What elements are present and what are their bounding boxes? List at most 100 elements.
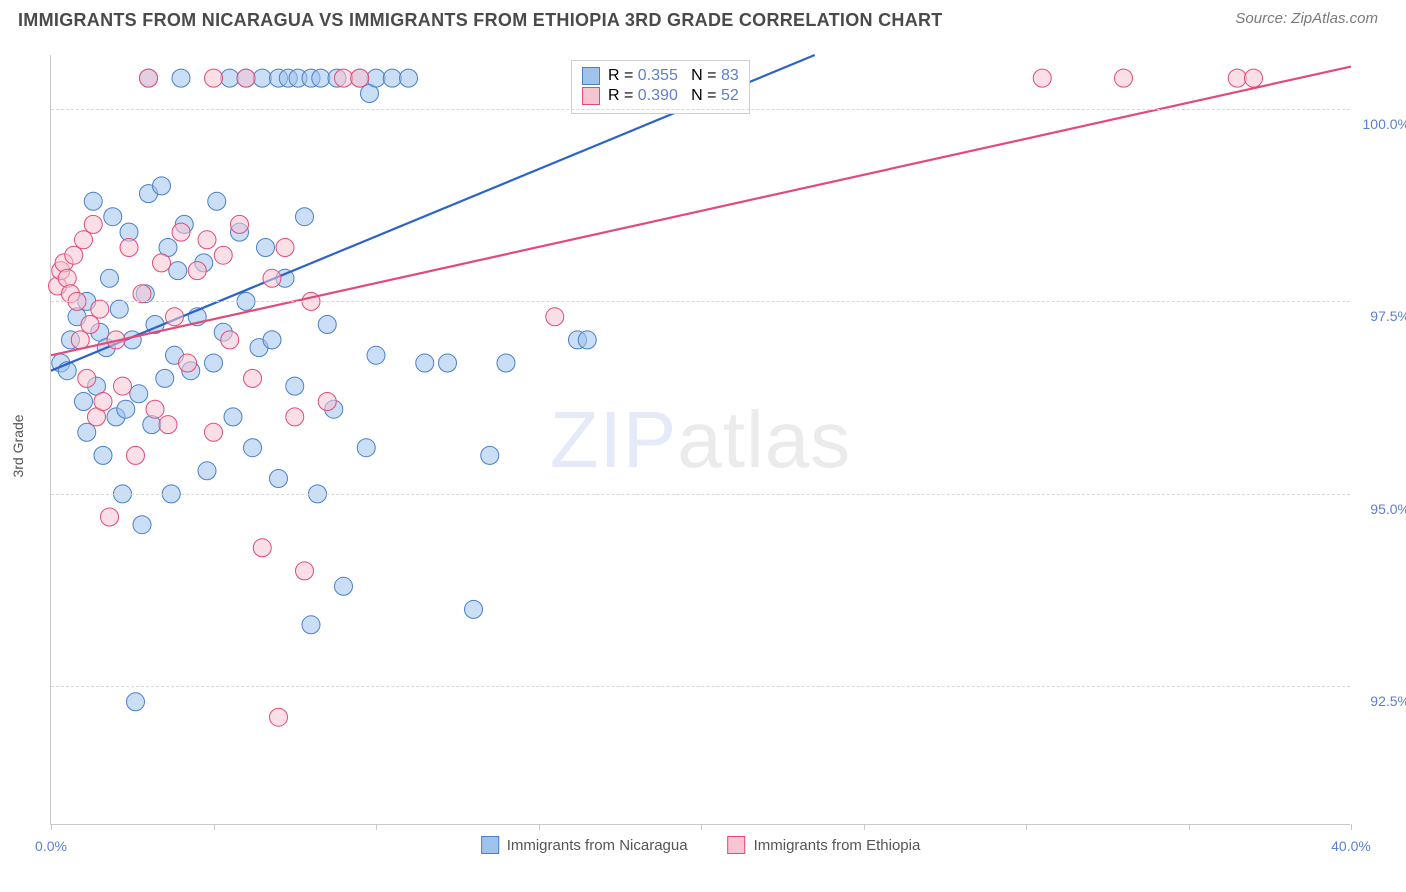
grid-line: [51, 686, 1350, 687]
data-point: [221, 69, 239, 87]
chart-title: IMMIGRANTS FROM NICARAGUA VS IMMIGRANTS …: [18, 10, 943, 31]
data-point: [81, 316, 99, 334]
grid-line: [51, 494, 1350, 495]
data-point: [166, 308, 184, 326]
data-point: [127, 693, 145, 711]
data-point: [1228, 69, 1246, 87]
data-point: [94, 446, 112, 464]
data-point: [357, 439, 375, 457]
data-point: [104, 208, 122, 226]
data-point: [286, 408, 304, 426]
data-point: [318, 316, 336, 334]
data-point: [312, 69, 330, 87]
x-tick-label: 0.0%: [35, 838, 67, 854]
grid-line: [51, 301, 1350, 302]
data-point: [198, 231, 216, 249]
y-tick-label: 100.0%: [1355, 116, 1406, 132]
data-point: [270, 470, 288, 488]
data-point: [439, 354, 457, 372]
data-point: [318, 393, 336, 411]
data-point: [1245, 69, 1263, 87]
data-point: [367, 69, 385, 87]
data-point: [205, 354, 223, 372]
data-point: [58, 269, 76, 287]
data-point: [71, 331, 89, 349]
data-point: [546, 308, 564, 326]
legend-text: R = 0.390 N = 52: [608, 87, 739, 105]
data-point: [153, 177, 171, 195]
legend-swatch: [582, 87, 600, 105]
data-point: [188, 262, 206, 280]
x-tick: [214, 824, 215, 830]
data-point: [156, 369, 174, 387]
data-point: [296, 562, 314, 580]
x-tick: [376, 824, 377, 830]
data-point: [117, 400, 135, 418]
series-swatch: [728, 836, 746, 854]
data-point: [578, 331, 596, 349]
data-point: [263, 269, 281, 287]
data-point: [84, 192, 102, 210]
source-label: Source: ZipAtlas.com: [1235, 10, 1378, 27]
data-point: [133, 285, 151, 303]
x-tick-label: 40.0%: [1331, 838, 1371, 854]
data-point: [78, 369, 96, 387]
x-tick: [1026, 824, 1027, 830]
data-point: [296, 208, 314, 226]
data-point: [244, 439, 262, 457]
series-legend-item: Immigrants from Ethiopia: [728, 836, 921, 854]
data-point: [75, 231, 93, 249]
data-point: [286, 377, 304, 395]
data-point: [263, 331, 281, 349]
legend-swatch: [582, 67, 600, 85]
series-legend-item: Immigrants from Nicaragua: [481, 836, 688, 854]
data-point: [208, 192, 226, 210]
correlation-legend: R = 0.355 N = 83 R = 0.390 N = 52: [571, 60, 750, 114]
data-point: [367, 346, 385, 364]
series-legend: Immigrants from Nicaragua Immigrants from…: [481, 836, 921, 854]
data-point: [146, 400, 164, 418]
y-tick-label: 97.5%: [1355, 308, 1406, 324]
grid-line: [51, 109, 1350, 110]
data-point: [400, 69, 418, 87]
data-point: [270, 708, 288, 726]
data-point: [383, 69, 401, 87]
data-point: [224, 408, 242, 426]
data-point: [214, 246, 232, 264]
data-point: [84, 215, 102, 233]
data-point: [110, 300, 128, 318]
data-point: [179, 354, 197, 372]
data-point: [1115, 69, 1133, 87]
y-tick-label: 92.5%: [1355, 693, 1406, 709]
data-point: [153, 254, 171, 272]
data-point: [497, 354, 515, 372]
data-point: [169, 262, 187, 280]
data-point: [237, 69, 255, 87]
data-point: [101, 508, 119, 526]
legend-text: R = 0.355 N = 83: [608, 67, 739, 85]
data-point: [253, 539, 271, 557]
data-point: [101, 269, 119, 287]
data-point: [205, 69, 223, 87]
data-point: [253, 69, 271, 87]
data-point: [221, 331, 239, 349]
series-label: Immigrants from Ethiopia: [754, 837, 921, 854]
data-point: [120, 239, 138, 257]
data-point: [130, 385, 148, 403]
data-point: [140, 69, 158, 87]
data-point: [91, 300, 109, 318]
data-point: [143, 416, 161, 434]
data-point: [65, 246, 83, 264]
data-point: [481, 446, 499, 464]
data-point: [127, 446, 145, 464]
series-label: Immigrants from Nicaragua: [507, 837, 688, 854]
x-tick: [1189, 824, 1190, 830]
data-point: [302, 616, 320, 634]
data-point: [172, 223, 190, 241]
data-point: [351, 69, 369, 87]
data-point: [159, 416, 177, 434]
y-tick-label: 95.0%: [1355, 501, 1406, 517]
source-name: ZipAtlas.com: [1291, 10, 1378, 27]
data-point: [114, 377, 132, 395]
data-point: [198, 462, 216, 480]
